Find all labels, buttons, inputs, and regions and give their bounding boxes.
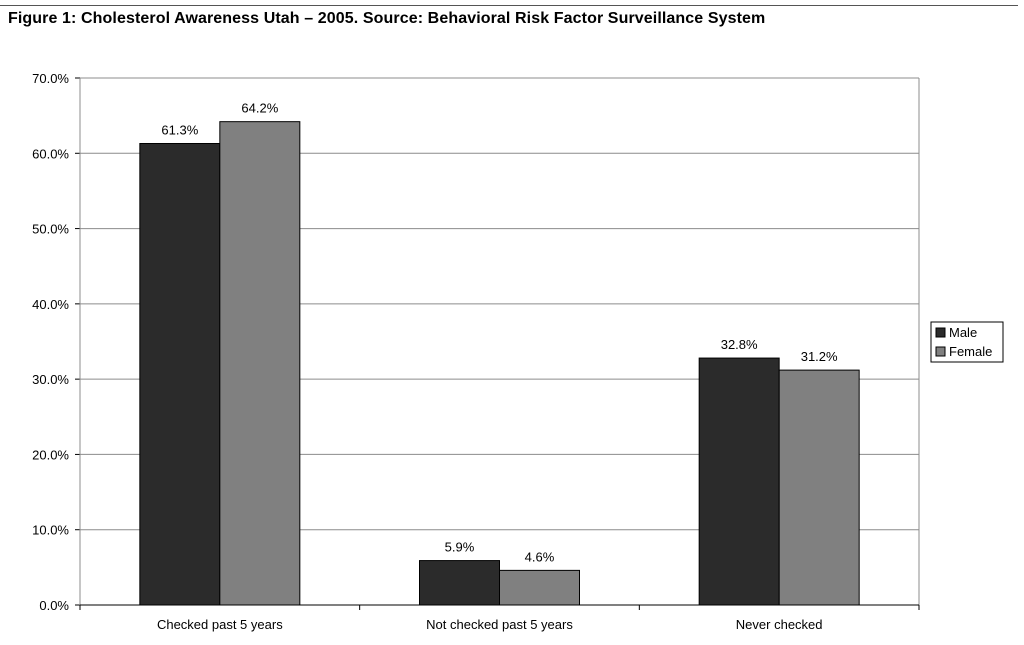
category-label: Never checked [736, 617, 823, 632]
bar-female-3 [778, 369, 860, 606]
category-label: Not checked past 5 years [426, 617, 573, 632]
bar-male-2 [419, 560, 500, 606]
data-label: 4.6% [525, 549, 555, 564]
category-label: Checked past 5 years [157, 617, 283, 632]
legend-label-female: Female [949, 344, 992, 359]
labels: 0.0% 10.0% 20.0% 30.0% 40.0% 50.0% 60.0% 70.0% 6… [32, 71, 838, 632]
y-tick-label: 50.0% [32, 222, 69, 237]
legend-swatch-male [935, 327, 946, 338]
data-label: 5.9% [445, 540, 475, 555]
y-tick-label: 10.0% [32, 523, 69, 538]
legend-label-male: Male [949, 325, 977, 340]
data-label: 64.2% [241, 101, 278, 116]
bar-female-2 [499, 569, 580, 606]
y-tick-label: 70.0% [32, 71, 69, 86]
y-tick-label: 30.0% [32, 372, 69, 387]
y-tick-label: 0.0% [39, 598, 69, 613]
bar-female-1 [219, 121, 301, 606]
bars [139, 121, 860, 606]
y-tick-label: 20.0% [32, 447, 69, 462]
figure-title: Figure 1: Cholesterol Awareness Utah – 2… [8, 10, 766, 27]
data-label: 31.2% [801, 349, 838, 364]
data-label: 61.3% [161, 122, 198, 137]
bar-male-1 [139, 142, 221, 606]
legend-swatch-female [935, 346, 946, 357]
top-rule [0, 5, 1018, 6]
y-tick-label: 40.0% [32, 297, 69, 312]
y-tick-label: 60.0% [32, 146, 69, 161]
data-label: 32.8% [721, 337, 758, 352]
bar-male-3 [698, 357, 780, 606]
legend: Male Female [930, 321, 1004, 363]
